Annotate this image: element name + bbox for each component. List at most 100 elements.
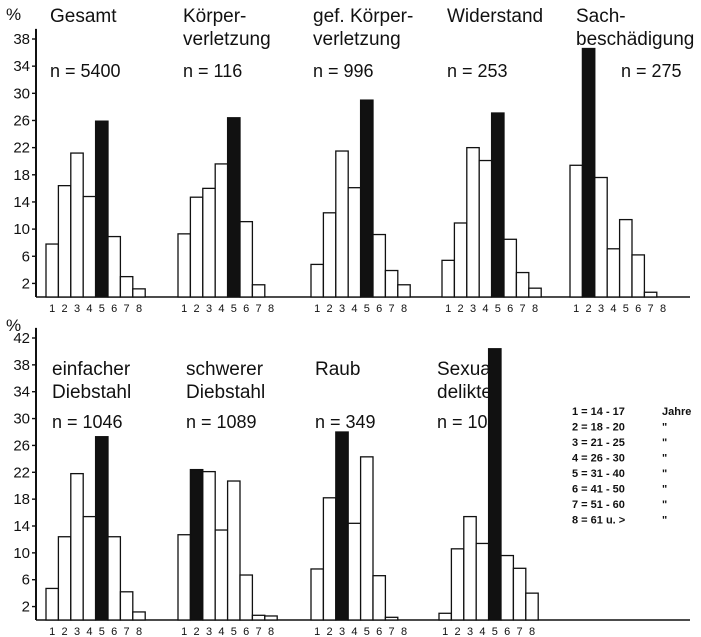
category-tick-label: 8 <box>268 303 274 315</box>
legend-unit: " <box>662 484 667 496</box>
y-unit-label: % <box>6 316 21 335</box>
bar <box>322 212 337 298</box>
bar <box>214 163 229 298</box>
bar <box>82 195 97 298</box>
legend-unit: " <box>662 453 667 465</box>
bar <box>475 542 490 621</box>
panel-title: einfacher <box>52 359 131 380</box>
bar <box>45 587 60 621</box>
bar <box>515 271 530 298</box>
category-tick-label: 3 <box>339 303 345 315</box>
category-tick-label: 1 <box>314 303 320 315</box>
bar <box>372 575 387 621</box>
legend-entry: 1 = 14 - 17 <box>572 406 625 418</box>
panel-title: verletzung <box>313 29 401 50</box>
bar <box>70 472 84 621</box>
bar <box>569 164 584 298</box>
legend-entry: 7 = 51 - 60 <box>572 499 625 511</box>
bar <box>132 288 146 298</box>
category-tick-label: 5 <box>623 303 629 315</box>
y-tick-label: 34 <box>13 384 30 401</box>
category-tick-label: 6 <box>376 626 382 637</box>
category-tick-label: 2 <box>194 626 200 637</box>
category-tick-label: 6 <box>243 303 249 315</box>
bar <box>189 196 204 298</box>
y-tick-label: 18 <box>13 167 30 184</box>
category-tick-label: 7 <box>517 626 523 637</box>
bar <box>202 187 216 298</box>
y-tick-label: 22 <box>13 140 30 157</box>
bar <box>438 612 453 621</box>
y-tick-label: 26 <box>13 112 30 129</box>
bar <box>478 159 493 298</box>
panel-title: Sach- <box>576 6 626 27</box>
category-tick-label: 6 <box>376 303 382 315</box>
sample-size-label: n = 1046 <box>52 412 123 432</box>
bar <box>251 614 266 621</box>
bar <box>322 497 337 621</box>
panel-title: Widerstand <box>447 6 543 27</box>
category-tick-label: 2 <box>327 303 333 315</box>
category-tick-label: 4 <box>479 626 485 637</box>
bar <box>466 146 480 298</box>
category-tick-label: 5 <box>364 303 370 315</box>
panel-title: schwerer <box>186 359 264 380</box>
category-tick-label: 4 <box>218 626 224 637</box>
category-tick-label: 3 <box>598 303 604 315</box>
bar <box>214 529 229 621</box>
panel-title: Gesamt <box>50 6 117 27</box>
category-tick-label: 6 <box>504 626 510 637</box>
category-tick-label: 7 <box>648 303 654 315</box>
category-tick-label: 4 <box>351 626 357 637</box>
y-tick-label: 26 <box>13 437 30 454</box>
bar-highlight <box>490 112 505 298</box>
panel-title: Raub <box>315 359 360 380</box>
bar <box>119 591 134 621</box>
category-tick-label: 7 <box>124 303 130 315</box>
bar <box>57 185 72 298</box>
panel-title: delikte <box>437 382 492 403</box>
sample-size-label: n = 116 <box>183 61 242 81</box>
sample-size-label: n = 104 <box>437 412 498 432</box>
bar <box>202 470 216 621</box>
bar <box>82 515 97 621</box>
category-tick-label: 1 <box>49 303 55 315</box>
category-tick-label: 2 <box>62 626 68 637</box>
category-tick-label: 3 <box>74 303 80 315</box>
bar <box>397 284 411 298</box>
y-tick-label: 14 <box>13 518 30 535</box>
bar <box>239 574 254 621</box>
category-tick-label: 2 <box>458 303 464 315</box>
category-tick-label: 5 <box>99 626 105 637</box>
bar <box>132 611 146 621</box>
y-tick-label: 2 <box>22 275 30 292</box>
category-tick-label: 1 <box>445 303 451 315</box>
bar <box>310 568 325 621</box>
bar-highlight <box>359 99 374 298</box>
category-tick-label: 7 <box>256 626 262 637</box>
category-tick-label: 8 <box>660 303 666 315</box>
bar <box>528 287 542 298</box>
category-tick-label: 1 <box>49 626 55 637</box>
category-tick-label: 2 <box>327 626 333 637</box>
bar <box>107 536 122 621</box>
y-tick-label: 10 <box>13 221 30 238</box>
panel-title: Körper- <box>183 6 246 27</box>
category-tick-label: 6 <box>507 303 513 315</box>
legend-unit: " <box>662 437 667 449</box>
bar <box>347 522 362 621</box>
legend-entry: 6 = 41 - 50 <box>572 484 625 496</box>
legend-entry: 4 = 26 - 30 <box>572 453 625 465</box>
category-tick-label: 3 <box>206 626 212 637</box>
category-tick-label: 1 <box>181 626 187 637</box>
y-tick-label: 2 <box>22 599 30 616</box>
category-tick-label: 2 <box>455 626 461 637</box>
bar <box>264 615 278 621</box>
category-tick-label: 3 <box>74 626 80 637</box>
bar <box>119 275 134 298</box>
bar <box>450 548 465 621</box>
category-tick-label: 2 <box>194 303 200 315</box>
y-tick-label: 14 <box>13 194 30 211</box>
category-tick-label: 7 <box>520 303 526 315</box>
